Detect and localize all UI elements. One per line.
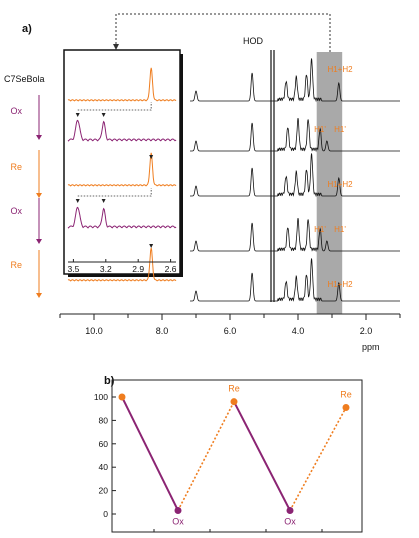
step-arrow-head: [36, 239, 42, 244]
spectrum-trace: [190, 118, 400, 153]
band-labels: H1+H2 H1' H1' H1+H2 H1' H1' H1+H2: [314, 65, 353, 289]
band-label: H1': [314, 225, 326, 234]
band-label: H1+H2: [327, 280, 353, 289]
band-label: H1': [334, 225, 346, 234]
point-label: Ox: [172, 516, 184, 526]
y-tick-label: 60: [99, 439, 109, 449]
data-point: [286, 506, 294, 514]
inset-bracket: [77, 102, 152, 111]
band-label: H1+H2: [327, 180, 353, 189]
sample-label: C7SeBola: [4, 74, 45, 84]
spectrum-trace: [190, 258, 400, 303]
series-segment: [233, 401, 291, 511]
inset-tick-label: 2.9: [132, 264, 144, 274]
data-point: [342, 404, 350, 412]
inset-spectra: [67, 67, 177, 282]
inset-axis: 3.5 3.2 2.9 2.6: [67, 259, 177, 274]
x-tick-label: 2.0: [360, 326, 373, 336]
point-label: Re: [340, 390, 352, 400]
band-label: H1+H2: [327, 65, 353, 74]
x-axis: 10.0 8.0 6.0 4.0 2.0: [59, 314, 401, 336]
step-arrow-head: [36, 193, 42, 198]
inset-trace: [67, 247, 177, 282]
inset-shadow: [180, 54, 183, 277]
series-segment: [177, 401, 235, 511]
spectrum-trace: [190, 218, 400, 253]
inset-tick-label: 2.6: [165, 264, 177, 274]
x-tick-label: 6.0: [224, 326, 237, 336]
inset-frame: [63, 49, 181, 275]
panel-b-label: b): [104, 375, 115, 387]
panel-b-frame: [111, 379, 363, 533]
y-tick-label: 80: [99, 415, 109, 425]
x-tick-label: 8.0: [156, 326, 169, 336]
y-tick-label: 40: [99, 462, 109, 472]
inset-trace: [67, 152, 177, 187]
point-label: Ox: [284, 516, 296, 526]
band-label: H1': [314, 125, 326, 134]
inset-trace: [67, 206, 177, 229]
inset-connector: [115, 13, 331, 52]
spectrum-trace: [190, 58, 400, 103]
y-tick-label: 100: [94, 392, 108, 402]
series-segment: [289, 407, 347, 511]
inset-arrow: [149, 155, 154, 159]
x-tick-label: 10.0: [85, 326, 103, 336]
nmr-spectra: [190, 50, 400, 303]
point-label: Re: [228, 384, 240, 394]
band-label: H1': [334, 125, 346, 134]
spectrum-trace: [190, 153, 400, 198]
panel-b-plot: 100 80 60 40 20 0 Re Re Ox Ox: [94, 384, 352, 532]
step-arrow-head: [36, 135, 42, 140]
x-axis-label: ppm: [362, 342, 380, 352]
step-label-re: Re: [10, 162, 22, 172]
step-label-ox: Ox: [10, 206, 22, 216]
inset-shadow-bottom: [68, 274, 183, 277]
y-tick-label: 0: [103, 509, 108, 519]
step-arrow-head: [36, 293, 42, 298]
hod-label: HOD: [243, 36, 264, 46]
inset-trace: [67, 119, 177, 142]
step-label-ox: Ox: [10, 106, 22, 116]
data-point: [118, 393, 126, 401]
inset-tick-label: 3.2: [100, 264, 112, 274]
inset-arrow: [149, 244, 154, 248]
inset-connector-arrow: [113, 44, 119, 50]
step-label-re: Re: [10, 260, 22, 270]
y-tick-label: 20: [99, 486, 109, 496]
inset-arrow: [101, 113, 106, 117]
x-tick-label: 4.0: [292, 326, 305, 336]
inset-arrow: [101, 199, 106, 203]
inset-arrow: [75, 113, 80, 117]
step-labels: Ox Re Ox Re: [10, 95, 42, 298]
series-segment: [121, 396, 179, 511]
inset-tick-label: 3.5: [67, 264, 79, 274]
inset-trace: [67, 67, 177, 102]
data-point: [230, 398, 238, 406]
panel-a-label: a): [22, 23, 32, 35]
inset-arrow: [75, 199, 80, 203]
inset-bracket: [77, 188, 152, 197]
data-point: [174, 506, 182, 514]
